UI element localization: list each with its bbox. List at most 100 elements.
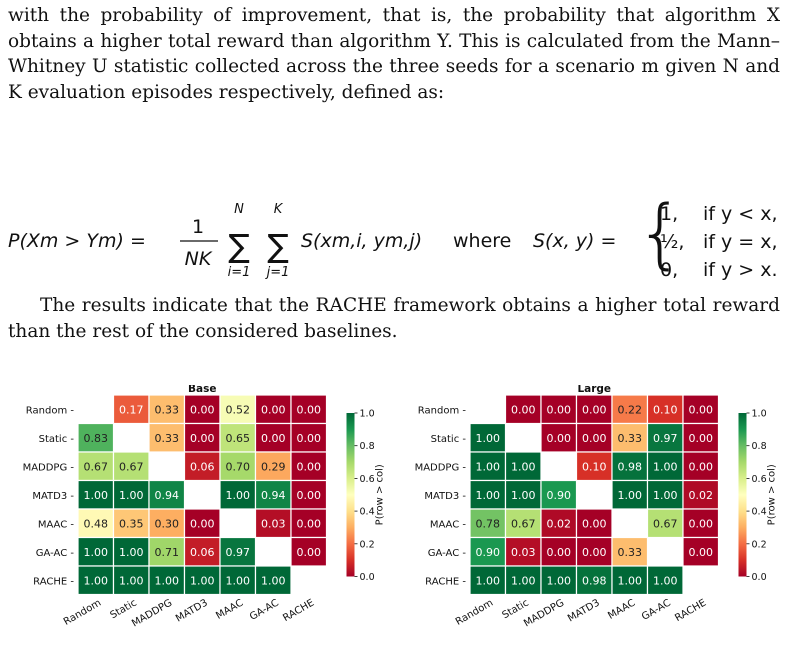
heatmap-base-cell-r0-c3 <box>183 394 221 425</box>
heatmap-large-cell-r1-c2 <box>540 422 578 453</box>
heatmap-large-cell-label-r5-c6: 0.00 <box>689 546 714 559</box>
heatmap-large-cell-label-r3-c4: 1.00 <box>618 489 643 502</box>
heatmap-base-cell-label-r3-c2: 0.94 <box>155 489 180 502</box>
heatmap-large-cell-label-r2-c5: 1.00 <box>653 460 678 473</box>
equation-sum2-top: K <box>274 202 284 217</box>
heatmap-large-colorbar-tick-label-3: 0.4 <box>752 507 767 518</box>
heatmap-large-cell-label-r0-c1: 0.00 <box>511 403 536 416</box>
heatmap-large-cell-label-r1-c2: 0.00 <box>547 432 572 445</box>
heatmap-base-cell-label-r2-c4: 0.70 <box>226 460 251 473</box>
heatmap-large-colorbar-tick-label-2: 0.6 <box>752 474 767 485</box>
heatmap-large-cell-r1-c0 <box>469 422 507 453</box>
heatmap-base-row-label-5: GA-AC - <box>36 548 75 559</box>
heatmap-base-row-label-0: Random - <box>26 405 75 416</box>
heatmap-large-cell-r0-c1 <box>504 394 542 425</box>
heatmap-large-cell-r2-c6 <box>682 451 720 482</box>
heatmap-base-cell-r5-c4 <box>219 536 257 567</box>
heatmap-large-cell-label-r4-c1: 0.67 <box>511 517 536 530</box>
heatmap-large-cell-label-r3-c2: 0.90 <box>547 489 572 502</box>
heatmap-large-cell-label-r0-c4: 0.22 <box>618 403 643 416</box>
heatmap-base-colorbar-tick-label-5: 0.0 <box>360 572 375 583</box>
heatmap-large-cell-label-r5-c4: 0.33 <box>618 546 643 559</box>
heatmap-large-cell-r5-c4 <box>611 536 649 567</box>
heatmap-large-row-label-5: GA-AC - <box>428 548 467 559</box>
heatmap-large-cell-r2-c4 <box>611 451 649 482</box>
equation-summand: S(xm,i, ym,j) <box>301 230 422 252</box>
heatmap-large-cell-label-r1-c6: 0.00 <box>689 432 714 445</box>
heatmap-large-cell-label-r6-c3: 0.98 <box>582 574 607 587</box>
heatmap-base-cell-r4-c5 <box>254 508 292 539</box>
heatmap-base-colorbar-tick-label-3: 0.4 <box>360 507 375 518</box>
heatmap-large-cell-label-r0-c2: 0.00 <box>547 403 572 416</box>
heatmap-large-cell-r3-c4 <box>611 479 649 510</box>
heatmap-large-cell-r1-c6 <box>682 422 720 453</box>
heatmap-large-cell-label-r5-c2: 0.00 <box>547 546 572 559</box>
heatmap-base-row-label-6: RACHE - <box>33 576 74 587</box>
heatmap-base-col-label-0: Random <box>62 598 103 628</box>
heatmap-large-cell-label-r0-c3: 0.00 <box>582 403 607 416</box>
heatmap-large-cell-label-r4-c2: 0.02 <box>547 517 572 530</box>
equation-case-3-condition: if y > x. <box>703 259 778 281</box>
heatmap-large-col-label-6: RACHE <box>673 598 708 625</box>
heatmap-large-col-label-4: MAAC <box>606 598 637 622</box>
heatmap-large-cell-label-r4-c6: 0.00 <box>689 517 714 530</box>
heatmap-large-colorbar-label: P(row > col) <box>767 464 778 525</box>
heatmap-large-cell-r2-c1 <box>504 451 542 482</box>
heatmap-large-col-label-2: MADDPG <box>522 598 566 630</box>
heatmap-base-colorbar <box>346 413 355 577</box>
heatmap-large-cell-label-r3-c6: 0.02 <box>689 489 714 502</box>
equation-frac-num: 1 <box>192 216 204 238</box>
heatmap-base-cell-label-r3-c0: 1.00 <box>84 489 109 502</box>
equation-case-2-condition: if y = x, <box>703 231 778 253</box>
heatmap-base-cell-label-r1-c2: 0.33 <box>155 432 180 445</box>
heatmap-base-cell-label-r4-c6: 0.00 <box>297 517 322 530</box>
heatmap-large-colorbar <box>738 413 747 577</box>
heatmap-base-cell-label-r0-c6: 0.00 <box>297 403 322 416</box>
heatmap-large-cell-label-r2-c1: 1.00 <box>511 460 536 473</box>
heatmap-base-cell-label-r5-c3: 0.06 <box>190 546 215 559</box>
heatmap-base-cell-r5-c6 <box>290 536 328 567</box>
heatmap-base-cell-label-r1-c0: 0.83 <box>84 432 109 445</box>
heatmap-base-cell-label-r5-c0: 1.00 <box>84 546 109 559</box>
heatmap-base-cell-label-r4-c5: 0.03 <box>261 517 286 530</box>
heatmap-base-cell-label-r0-c4: 0.52 <box>226 403 251 416</box>
heatmap-large-cell-r2-c3 <box>575 451 613 482</box>
heatmap-large-cell-label-r5-c3: 0.00 <box>582 546 607 559</box>
heatmap-large-cell-r5-c3 <box>575 536 613 567</box>
heatmap-base-cell-label-r3-c4: 1.00 <box>226 489 251 502</box>
heatmap-base-cell-label-r3-c5: 0.94 <box>261 489 286 502</box>
heatmap-large-cell-r5-c1 <box>504 536 542 567</box>
heatmap-large-title: Large <box>577 385 611 395</box>
heatmap-large-row-label-4: MAAC - <box>430 519 467 530</box>
heatmap-large-cell-label-r5-c1: 0.03 <box>511 546 536 559</box>
heatmap-large-cell-label-r1-c0: 1.00 <box>476 432 501 445</box>
heatmap-large-cell-label-r1-c5: 0.97 <box>653 432 678 445</box>
heatmap-large-cell-r4-c3 <box>575 508 613 539</box>
heatmap-base-cell-r2-c6 <box>290 451 328 482</box>
heatmap-base-cell-label-r6-c3: 1.00 <box>190 574 215 587</box>
heatmap-large-cell-label-r6-c5: 1.00 <box>653 574 678 587</box>
heatmap-base-cell-label-r1-c3: 0.00 <box>190 432 215 445</box>
heatmap-base-cell-r1-c4 <box>219 422 257 453</box>
heatmap-large-cell-label-r0-c5: 0.10 <box>653 403 678 416</box>
heatmap-base-col-label-4: MAAC <box>214 598 245 622</box>
heatmap-base-cell-label-r6-c4: 1.00 <box>226 574 251 587</box>
heatmap-large-cell-r4-c5 <box>646 508 684 539</box>
heatmap-base-cell-r0-c1 <box>112 394 150 425</box>
heatmap-base-cell-label-r2-c5: 0.29 <box>261 460 286 473</box>
heatmap-base-cell-label-r1-c6: 0.00 <box>297 432 322 445</box>
heatmap-base-cell-label-r0-c2: 0.33 <box>155 403 180 416</box>
heatmap-base-cell-label-r0-c1: 0.17 <box>119 403 144 416</box>
heatmap-base-cell-r1-c5 <box>254 422 292 453</box>
equation-s-definition: S(x, y) = <box>533 230 616 252</box>
heatmap-base-cell-r6-c2 <box>148 565 186 596</box>
heatmap-large-row-label-0: Random - <box>418 405 467 416</box>
heatmap-base-row-label-3: MATD3 - <box>32 491 74 502</box>
heatmap-base-cell-label-r4-c1: 0.35 <box>119 517 144 530</box>
heatmap-figure: Base 0.17 0.33 0.00 0.52 0.00 0.00 0.83 0.33 0.00… <box>0 383 788 655</box>
heatmap-base-colorbar-label: P(row > col) <box>375 464 386 525</box>
heatmap-large-cell-r1-c4 <box>611 422 649 453</box>
heatmap-large-cell-r3-c2 <box>540 479 578 510</box>
heatmap-large-cell-label-r2-c6: 0.00 <box>689 460 714 473</box>
heatmap-large-cell-r0-c4 <box>611 394 649 425</box>
